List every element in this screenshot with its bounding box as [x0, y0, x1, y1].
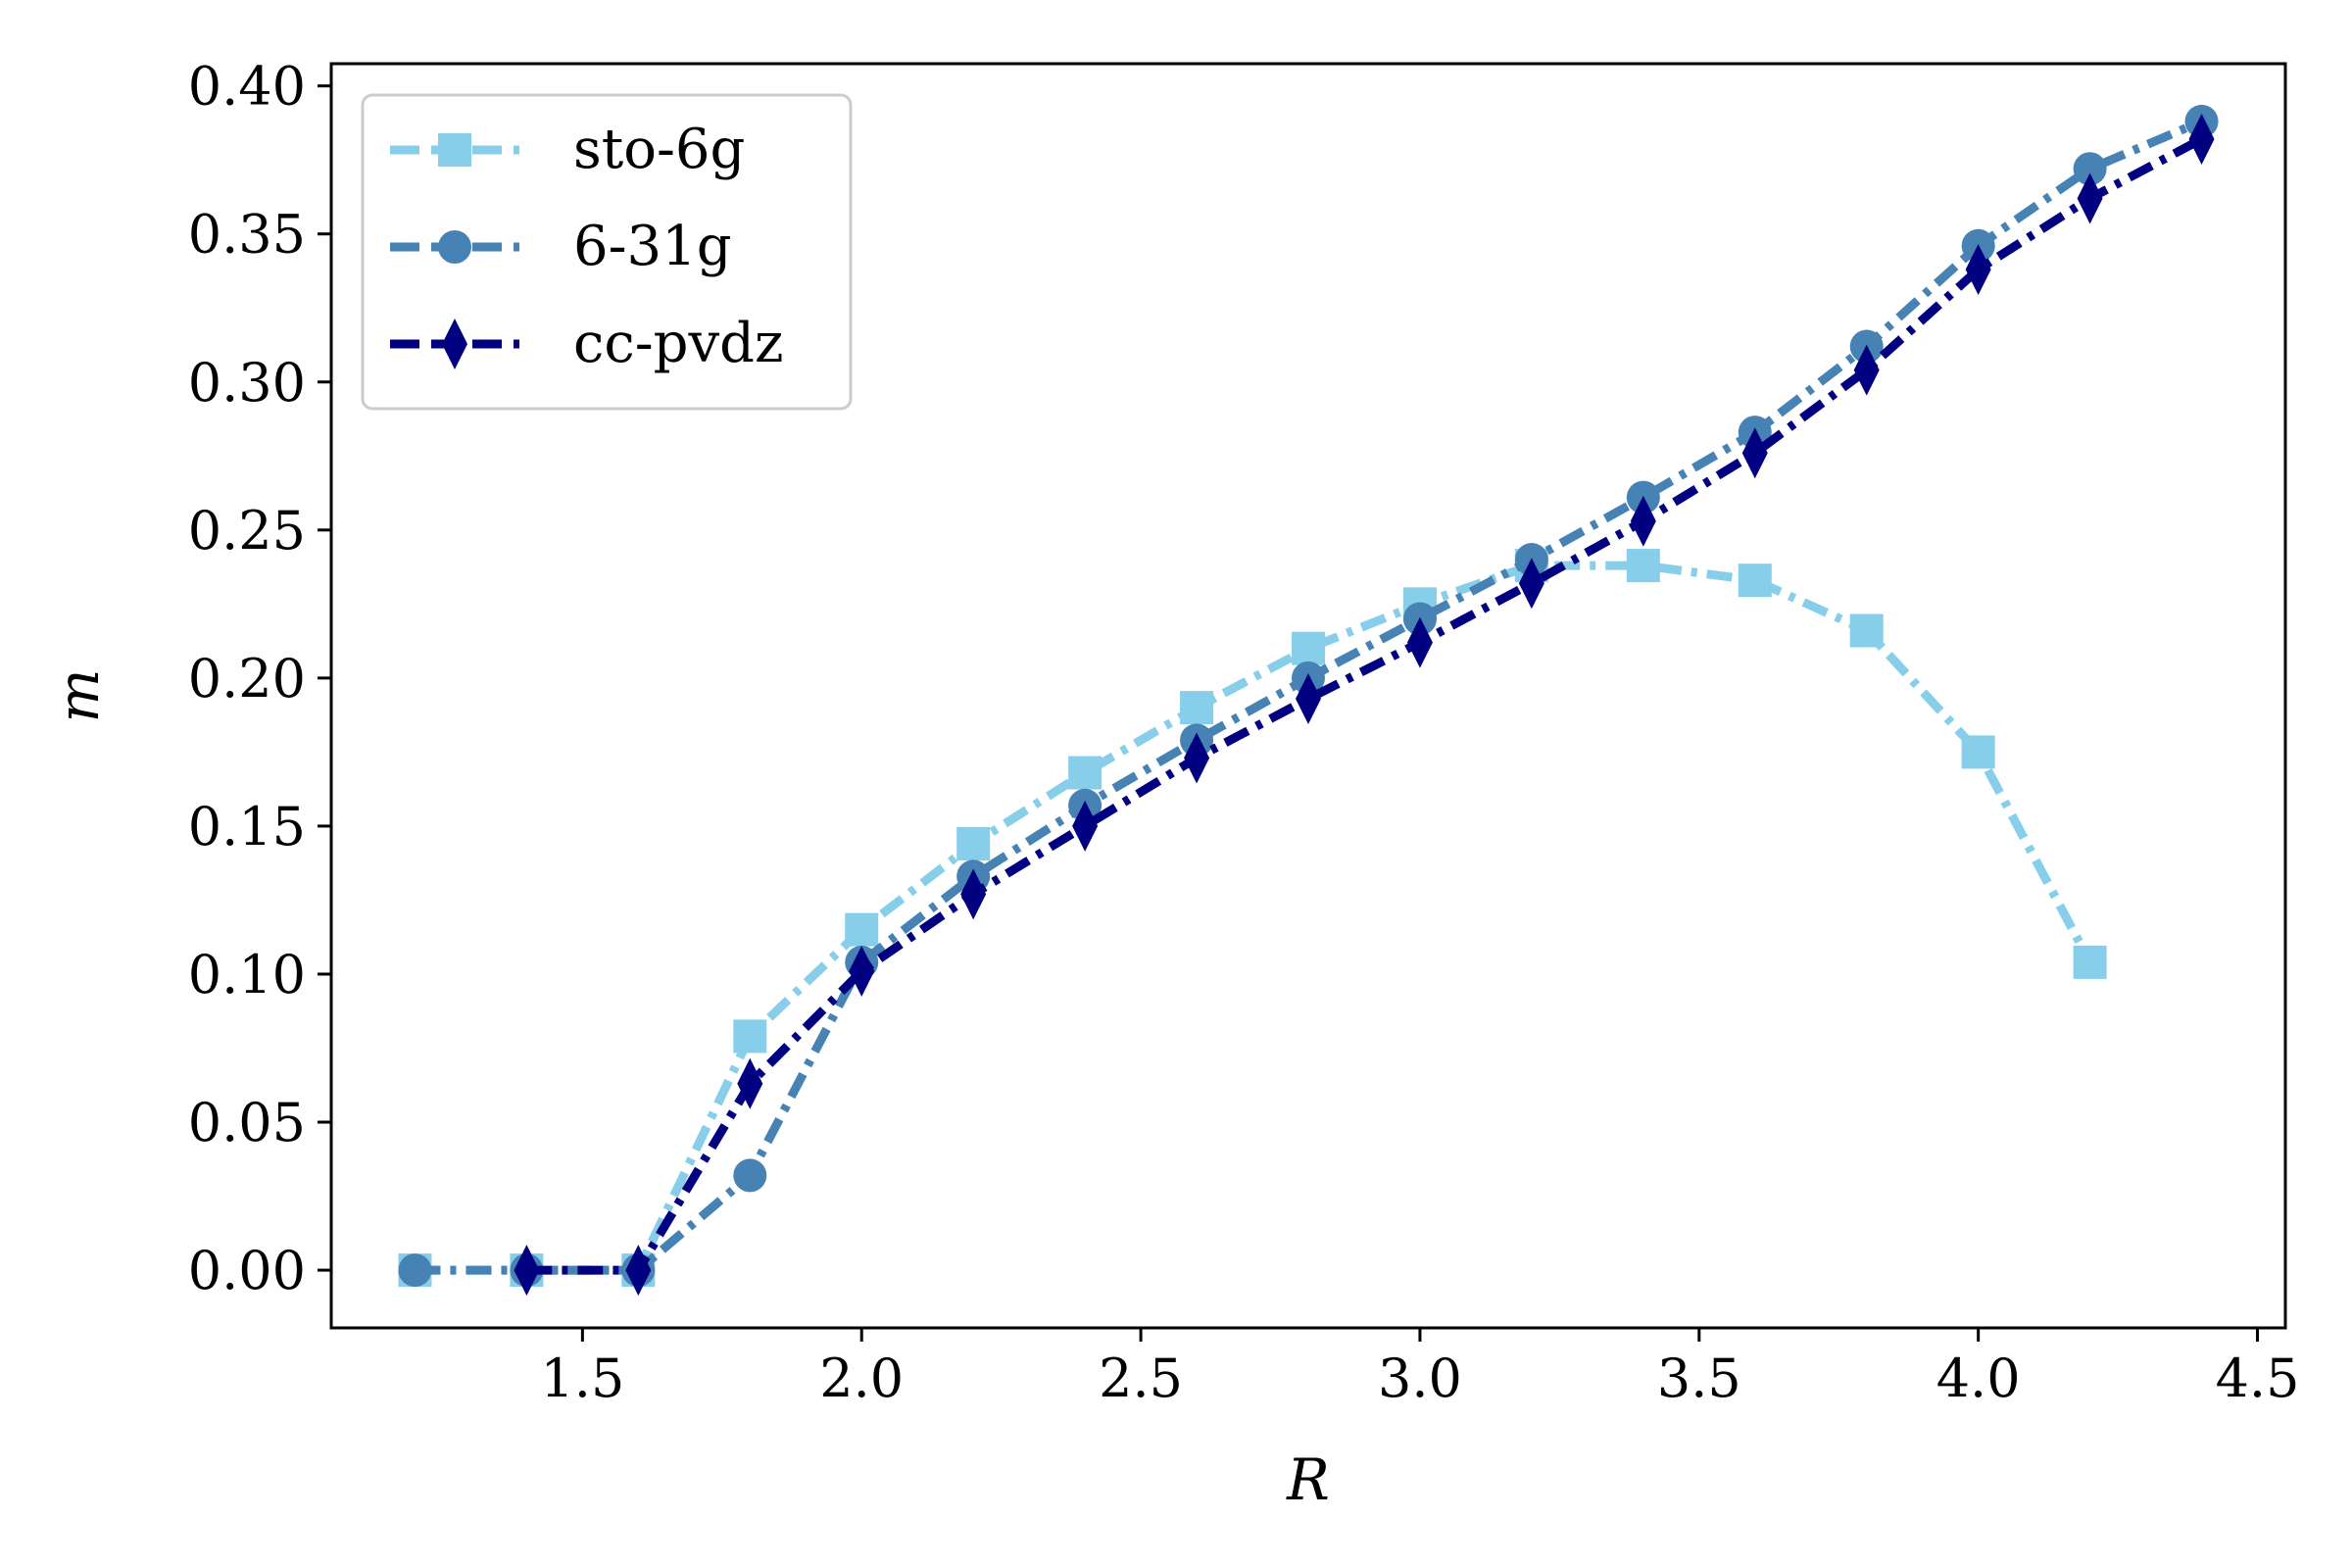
series-line: [526, 135, 2204, 1275]
legend-box: [361, 93, 853, 411]
x-tick-label: 2.5: [1099, 1348, 1183, 1409]
data-point: [1180, 691, 1214, 725]
y-axis-label: m: [45, 669, 112, 723]
legend-item: sto-6g: [390, 118, 745, 181]
data-point: [514, 1245, 540, 1297]
series-layer: [398, 104, 2219, 1297]
legend-label: sto-6g: [573, 118, 745, 181]
y-axis-ticks: 0.00 0.05 0.10 0.15 0.20 0.25 0.30 0.35 0.40: [188, 56, 331, 1301]
legend-marker: [438, 230, 471, 264]
legend-marker: [438, 133, 471, 167]
data-point: [1961, 735, 1995, 769]
data-point: [960, 868, 987, 920]
legend-item: 6-31g: [390, 215, 732, 278]
data-point: [737, 1057, 763, 1109]
x-tick-label: 3.5: [1657, 1348, 1741, 1409]
data-point: [1741, 427, 1768, 479]
y-tick-label: 0.30: [188, 352, 306, 414]
data-point: [1518, 558, 1544, 610]
y-tick-label: 0.00: [188, 1240, 306, 1301]
series-cc-pvdz: [514, 114, 2215, 1297]
legend-item: cc-pvdz: [390, 312, 783, 375]
data-point: [1849, 613, 1884, 648]
data-point: [625, 1245, 652, 1297]
y-tick-label: 0.40: [188, 56, 306, 118]
data-point: [2073, 152, 2107, 186]
data-point: [2077, 172, 2103, 224]
data-point: [1184, 732, 1210, 784]
x-axis-ticks: 1.5 2.0 2.5 3.0 3.5 4.0 4.5: [540, 1328, 2299, 1409]
data-point: [1738, 564, 1772, 598]
legend: sto-6g 6-31g cc-pvdz: [361, 93, 853, 411]
data-point: [1072, 800, 1099, 852]
y-tick-label: 0.15: [188, 796, 306, 858]
x-axis-label: R: [1286, 1446, 1330, 1513]
data-point: [1406, 616, 1433, 668]
x-tick-label: 1.5: [540, 1348, 624, 1409]
data-point: [849, 945, 875, 997]
data-point: [1965, 243, 1991, 295]
x-tick-label: 2.0: [819, 1348, 904, 1409]
x-tick-label: 4.5: [2216, 1348, 2300, 1409]
plot-frame: [329, 62, 2287, 1330]
data-point: [956, 827, 991, 861]
x-tick-label: 4.0: [1936, 1348, 2021, 1409]
data-point: [1292, 631, 1325, 665]
data-point: [2073, 945, 2107, 979]
data-point: [733, 1158, 767, 1193]
y-tick-label: 0.05: [188, 1092, 306, 1153]
data-point: [2188, 114, 2215, 166]
y-tick-label: 0.35: [188, 204, 306, 266]
y-tick-label: 0.25: [188, 500, 306, 562]
data-point: [845, 912, 879, 947]
legend-marker: [442, 318, 467, 369]
y-tick-label: 0.10: [188, 944, 306, 1005]
data-point: [1626, 549, 1660, 583]
legend-label: cc-pvdz: [573, 312, 783, 375]
y-tick-label: 0.20: [188, 648, 306, 710]
series-line: [415, 561, 2094, 1275]
data-point: [398, 1253, 432, 1288]
data-point: [1630, 495, 1656, 547]
legend-label: 6-31g: [573, 215, 732, 278]
series-sto-6g: [398, 549, 2107, 1288]
x-tick-label: 3.0: [1378, 1348, 1462, 1409]
data-point: [733, 1019, 767, 1054]
data-point: [1296, 673, 1321, 725]
data-point: [1068, 756, 1102, 790]
data-point: [1853, 344, 1880, 396]
